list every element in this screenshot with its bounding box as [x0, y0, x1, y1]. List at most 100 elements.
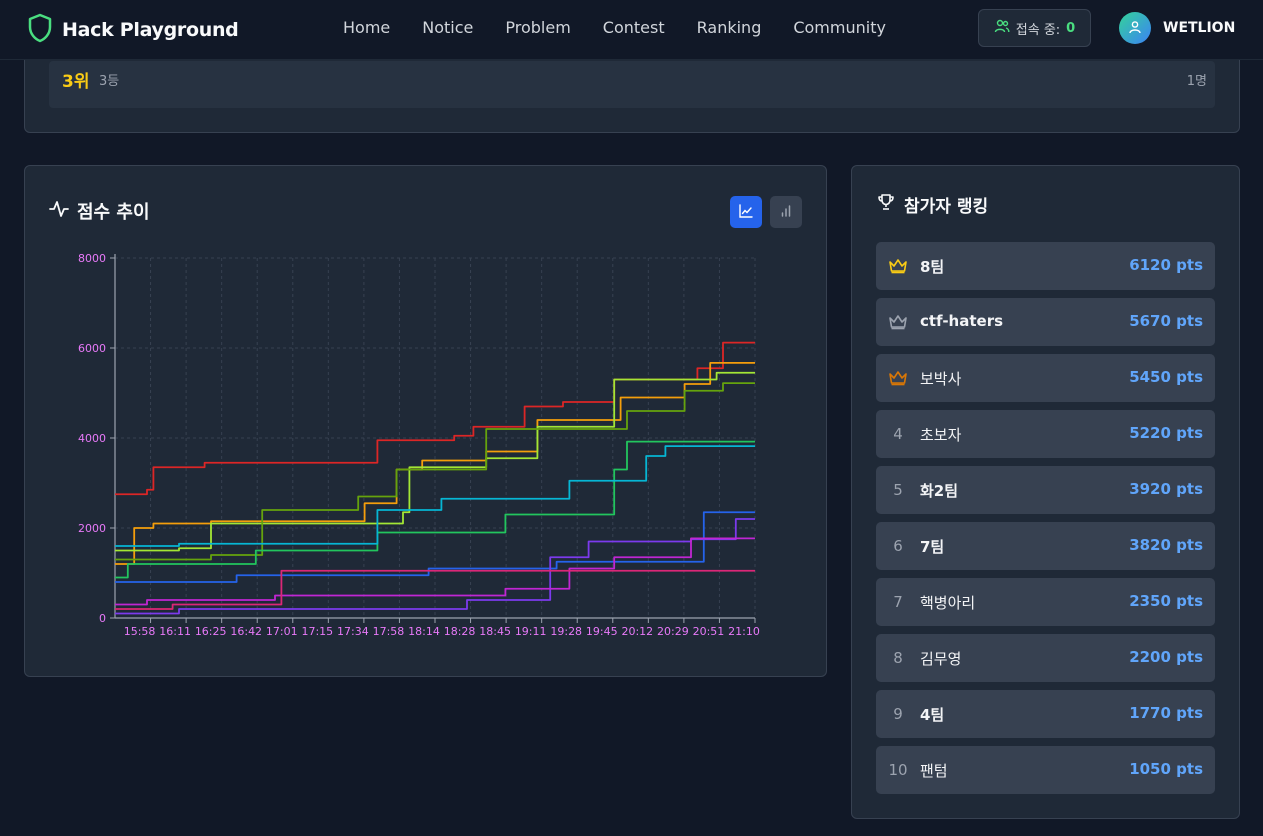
- series-line: [115, 440, 755, 579]
- prize-rank: 3위: [62, 72, 90, 92]
- line-chart-toggle-button[interactable]: [730, 196, 762, 228]
- online-users-indicator[interactable]: 접속 중: 0: [978, 9, 1091, 47]
- crown-icon: [888, 298, 908, 346]
- x-tick-label: 17:34: [337, 625, 369, 638]
- x-tick-label: 20:12: [621, 625, 653, 638]
- ranking-team-name: 4팀: [920, 706, 945, 724]
- x-tick-label: 20:29: [657, 625, 689, 638]
- ranking-title: 참가자 랭킹: [904, 197, 989, 217]
- ranking-points: 6120 pts: [1129, 256, 1203, 274]
- ranking-points: 2350 pts: [1129, 592, 1203, 610]
- username[interactable]: WETLION: [1163, 20, 1236, 36]
- series-line: [115, 371, 755, 552]
- ranking-points: 5670 pts: [1129, 312, 1203, 330]
- bar-chart-icon: [779, 203, 793, 222]
- ranking-points: 5220 pts: [1129, 424, 1203, 442]
- crown-icon: [888, 354, 908, 402]
- ranking-list: 8팀 6120 pts ctf-haters 5670 pts 보박사 5450 pts 4…: [876, 242, 1215, 802]
- ranking-team-name: 화2팀: [920, 482, 959, 500]
- bar-chart-toggle-button[interactable]: [770, 196, 802, 228]
- score-trend-chart: 0 2000 4000 6000 8000 15:58 16:11 16:25 16:42 17:…: [78, 252, 760, 638]
- brand-name: Hack Playground: [62, 19, 239, 41]
- y-tick-label: 6000: [78, 342, 106, 355]
- ranking-item[interactable]: 8 김무영 2200 pts: [876, 634, 1215, 682]
- ranking-item[interactable]: 8팀 6120 pts: [876, 242, 1215, 290]
- trophy-icon: [876, 192, 896, 217]
- participant-ranking-card: 참가자 랭킹 8팀 6120 pts ctf-haters 5670 pts 보박사 54…: [851, 165, 1240, 819]
- y-tick-label: 8000: [78, 252, 106, 265]
- avatar[interactable]: [1119, 12, 1151, 44]
- ranking-position: 4: [893, 425, 903, 443]
- online-label: 접속 중:: [1015, 22, 1061, 38]
- brand[interactable]: Hack Playground: [28, 13, 239, 47]
- ranking-item[interactable]: 보박사 5450 pts: [876, 354, 1215, 402]
- ranking-header: 참가자 랭킹: [876, 192, 988, 217]
- series-line: [115, 569, 755, 610]
- series-line: [115, 511, 755, 583]
- ranking-position: 8: [893, 649, 903, 667]
- score-trend-card: 0 2000 4000 6000 8000 15:58 16:11 16:25 16:42 17:…: [24, 165, 827, 677]
- activity-icon: [49, 199, 69, 224]
- online-count: 0: [1066, 20, 1076, 36]
- ranking-team-name: 핵병아리: [920, 594, 976, 612]
- y-tick-label: 4000: [78, 432, 106, 445]
- x-tick-label: 17:58: [373, 625, 405, 638]
- ranking-item[interactable]: ctf-haters 5670 pts: [876, 298, 1215, 346]
- ranking-item[interactable]: 5 화2팀 3920 pts: [876, 466, 1215, 514]
- main-nav: Home Notice Problem Contest Ranking Comm…: [343, 18, 918, 37]
- nav-ranking[interactable]: Ranking: [696, 18, 762, 37]
- ranking-team-name: ctf-haters: [920, 312, 1004, 330]
- ranking-item[interactable]: 7 핵병아리 2350 pts: [876, 578, 1215, 626]
- series-line: [115, 382, 755, 561]
- x-tick-label: 20:51: [693, 625, 725, 638]
- x-tick-label: 18:14: [408, 625, 440, 638]
- prize-sub-label: 3등: [99, 74, 120, 89]
- x-tick-label: 18:45: [479, 625, 511, 638]
- nav-home[interactable]: Home: [343, 18, 391, 37]
- nav-community[interactable]: Community: [793, 18, 886, 37]
- ranking-position: 5: [893, 481, 903, 499]
- prize-count: 1명: [1186, 74, 1207, 89]
- ranking-item[interactable]: 4 초보자 5220 pts: [876, 410, 1215, 458]
- x-tick-label: 19:11: [515, 625, 547, 638]
- ranking-team-name: 보박사: [920, 370, 962, 388]
- ranking-points: 5450 pts: [1129, 368, 1203, 386]
- ranking-item[interactable]: 9 4팀 1770 pts: [876, 690, 1215, 738]
- ranking-points: 1050 pts: [1129, 760, 1203, 778]
- ranking-position: 6: [893, 537, 903, 555]
- nav-contest[interactable]: Contest: [602, 18, 665, 37]
- score-trend-title: 점수 추이: [77, 202, 150, 223]
- ranking-position: 9: [893, 705, 903, 723]
- user-icon: [1128, 19, 1142, 38]
- series-line: [115, 537, 755, 606]
- ranking-item[interactable]: 10 팬텀 1050 pts: [876, 746, 1215, 794]
- x-tick-label: 16:11: [159, 625, 191, 638]
- users-icon: [994, 18, 1010, 38]
- crown-icon: [888, 242, 908, 290]
- x-tick-label: 16:42: [230, 625, 262, 638]
- ranking-points: 3920 pts: [1129, 480, 1203, 498]
- nav-notice[interactable]: Notice: [422, 18, 474, 37]
- ranking-points: 2200 pts: [1129, 648, 1203, 666]
- top-navbar: Hack Playground Home Notice Problem Cont…: [0, 0, 1263, 60]
- x-tick-label: 19:28: [550, 625, 582, 638]
- ranking-team-name: 7팀: [920, 538, 945, 556]
- x-tick-label: 21:10: [728, 625, 760, 638]
- ranking-points: 3820 pts: [1129, 536, 1203, 554]
- shield-logo-icon: [28, 13, 52, 47]
- nav-problem[interactable]: Problem: [505, 18, 571, 37]
- y-tick-label: 0: [99, 612, 106, 625]
- ranking-item[interactable]: 6 7팀 3820 pts: [876, 522, 1215, 570]
- ranking-team-name: 초보자: [920, 426, 962, 444]
- ranking-team-name: 8팀: [920, 258, 945, 276]
- x-tick-label: 16:25: [195, 625, 227, 638]
- y-tick-label: 2000: [78, 522, 106, 535]
- x-tick-label: 17:15: [301, 625, 333, 638]
- ranking-team-name: 김무영: [920, 650, 962, 668]
- x-tick-label: 15:58: [124, 625, 156, 638]
- x-tick-label: 18:28: [444, 625, 476, 638]
- line-chart-icon: [739, 203, 753, 222]
- x-tick-label: 19:45: [586, 625, 618, 638]
- prize-row: 3위 3등 1명: [49, 61, 1215, 108]
- series-line: [115, 445, 755, 547]
